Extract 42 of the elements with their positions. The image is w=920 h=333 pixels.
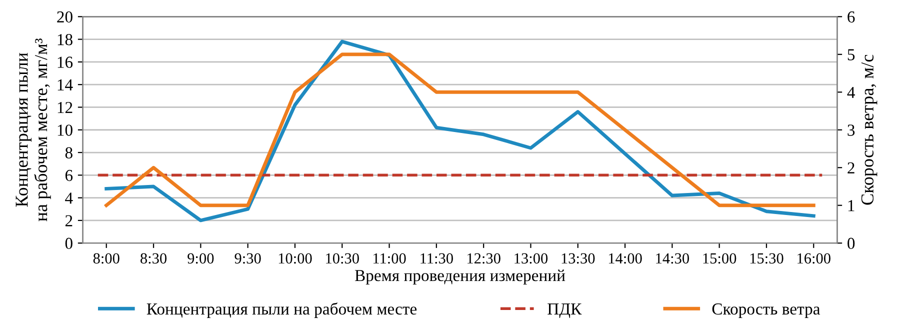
x-tick-label: 9:00 (188, 253, 214, 264)
legend-label: Концентрация пыли на рабочем месте (146, 302, 417, 318)
legend-label: ПДК (548, 304, 582, 318)
legend-label: Скорость ветра (712, 303, 820, 318)
x-tick-label: 13:00 (514, 253, 548, 264)
y-tick-label: 12 (58, 102, 72, 114)
x-tick-label: 16:00 (798, 253, 830, 264)
y-tick-label: 18 (58, 34, 72, 46)
y-tick-label: 2 (65, 215, 72, 226)
y2-tick-label: 3 (848, 124, 855, 136)
y-tick-label: 20 (57, 11, 72, 23)
y2-tick-label: 2 (848, 162, 854, 174)
x-tick-label: 10:30 (326, 253, 359, 264)
y2-tick-label: 1 (848, 200, 854, 212)
line-series (104, 40, 816, 222)
x-tick-label: 15:30 (750, 253, 784, 264)
y-tick-label: 14 (58, 79, 73, 90)
line-series (104, 52, 816, 208)
y2-axis-title: Скорость ветра, м/с (861, 54, 878, 205)
x-tick-label: 11:00 (374, 253, 406, 264)
x-tick-label: 15:00 (703, 253, 736, 264)
x-tick-label: 14:30 (656, 253, 689, 264)
x-tick-label: 12:30 (468, 253, 500, 264)
x-axis-title: Время проведения измерений (354, 270, 566, 285)
x-tick-label: 13:30 (562, 253, 595, 264)
y-tick-label: 16 (58, 56, 73, 68)
y-axis-title: Концентрация пыли на рабочем месте, мг/м³ (16, 38, 51, 222)
y2-tick-label: 0 (848, 238, 855, 250)
y-tick-label: 0 (65, 238, 72, 250)
y2-tick-label: 6 (848, 11, 855, 23)
y-tick-label: 4 (65, 192, 73, 204)
x-tick-label: 8:30 (140, 253, 167, 264)
y-tick-label: 6 (65, 170, 73, 182)
x-tick-label: 11:30 (420, 253, 453, 264)
y-tick-label: 8 (65, 147, 72, 158)
y2-tick-label: 5 (848, 49, 855, 60)
x-tick-label: 14:00 (608, 253, 642, 264)
y-tick-label: 10 (58, 124, 72, 136)
x-tick-label: 10:00 (278, 253, 312, 264)
y2-tick-label: 4 (847, 86, 855, 98)
x-tick-label: 9:30 (234, 253, 261, 264)
x-tick-label: 8:00 (93, 253, 120, 264)
